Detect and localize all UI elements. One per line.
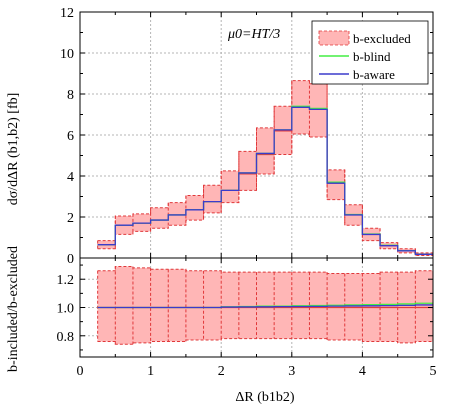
y-tick-label: 8 [67, 88, 74, 103]
x-tick-label: 1 [147, 364, 154, 379]
y-tick-label: 1.0 [57, 302, 75, 317]
top-panel: 0 2 4 6 8 10 12 [60, 6, 434, 267]
bottom-axes [79, 257, 434, 358]
y-tick-label: 6 [67, 129, 74, 144]
y-tick-label: 2 [67, 211, 74, 226]
band-upper-edge [97, 80, 433, 254]
bottom-lines [97, 302, 433, 309]
top-y-axis-title: dσ/dΔR (b1,b2) [fb] [6, 93, 21, 206]
bottom-band [97, 265, 434, 345]
top-lines [97, 105, 433, 255]
y-tick-label: 12 [60, 6, 74, 21]
bottom-panel: 0.8 1.0 1.2 [57, 257, 434, 358]
bottom-tick-labels: 0.8 1.0 1.2 [57, 273, 75, 345]
legend-label-b-aware: b-aware [353, 67, 395, 82]
top-band [97, 80, 434, 257]
x-tick-label: 3 [288, 364, 295, 379]
y-tick-label: 0.8 [57, 330, 75, 345]
legend-swatch-b-excluded [318, 30, 350, 46]
scale-annotation: μ0=HT/3 [227, 27, 280, 42]
band-area [97, 80, 434, 256]
band-area [97, 266, 434, 345]
annotation-text: μ0=HT/3 [227, 27, 280, 42]
legend: b-excluded b-blind b-aware [311, 20, 429, 85]
x-tick-labels: 0 1 2 3 4 5 [77, 364, 437, 379]
x-tick-label: 0 [77, 364, 84, 379]
x-tick-label: 2 [218, 364, 225, 379]
y-tick-label: 0 [67, 252, 74, 267]
series-b-aware-line [97, 106, 433, 255]
legend-label-b-excluded: b-excluded [353, 31, 411, 46]
top-tick-labels: 0 2 4 6 8 10 12 [60, 6, 74, 267]
x-tick-label: 5 [430, 364, 437, 379]
series-b-aware-line [97, 304, 433, 309]
legend-label-b-blind: b-blind [353, 49, 391, 64]
x-axis-title: ΔR (b1b2) [235, 390, 295, 405]
y-tick-label: 1.2 [57, 273, 75, 288]
y-tick-label: 4 [67, 170, 74, 185]
x-tick-label: 4 [359, 364, 366, 379]
bottom-y-axis-title: b-included/b-excluded [6, 246, 21, 372]
band-lower-edge [97, 133, 433, 257]
y-tick-label: 10 [60, 47, 74, 62]
